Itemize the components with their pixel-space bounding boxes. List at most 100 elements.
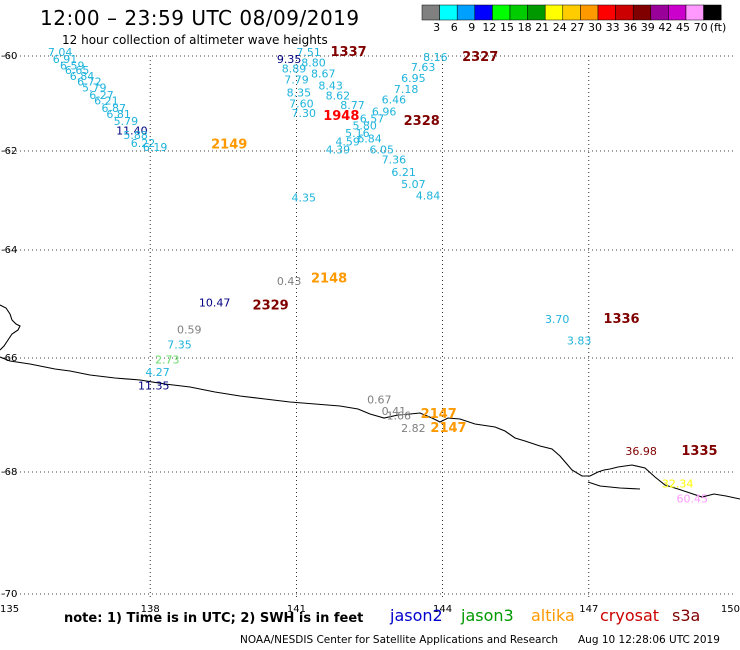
wave-height-value: 60.45 — [677, 493, 709, 506]
coastline — [0, 356, 740, 500]
colorbar-label: 6 — [451, 21, 458, 34]
legend-jason2: jason2 — [390, 606, 443, 625]
latitude-tick-label: -66 — [1, 353, 17, 364]
wave-height-value: 0.43 — [277, 275, 302, 288]
colorbar-swatch — [650, 4, 669, 21]
legend-jason3: jason3 — [461, 606, 514, 625]
wave-height-value: 8.43 — [318, 79, 343, 92]
latitude-tick-label: -70 — [1, 589, 17, 600]
colorbar-swatch — [544, 4, 564, 21]
wave-height-value: 6.87 — [101, 102, 126, 115]
wave-height-value: 6.84 — [357, 132, 382, 145]
latitude-tick-label: -60 — [1, 51, 17, 62]
wave-height-value: 8.35 — [287, 86, 312, 99]
wave-height-value: 6.91 — [53, 53, 78, 66]
longitude-tick-label: 147 — [579, 604, 598, 615]
wave-height-value: 6.19 — [143, 141, 168, 154]
colorbar-legend: 3 6 9 12 15 18 21 24 27 30 33 36 39 42 45 70 (ft) — [421, 4, 726, 34]
longitude-tick-label: 141 — [287, 604, 306, 615]
wave-height-value: 36.98 — [625, 445, 657, 458]
pass-time-label: 2147 — [430, 421, 466, 436]
pass-time-label: 2147 — [421, 407, 457, 422]
colorbar-label: 12 — [482, 21, 496, 34]
colorbar-label: 9 — [468, 21, 475, 34]
map-subtitle: 12 hour collection of altimeter wave hei… — [62, 33, 328, 47]
colorbar-swatch — [597, 4, 616, 21]
wave-height-value: 4.27 — [145, 366, 170, 379]
wave-height-value: 8.62 — [326, 90, 351, 103]
colorbar-swatch — [456, 4, 476, 21]
credit-line: NOAA/NESDIS Center for Satellite Applica… — [240, 634, 558, 646]
wave-height-value: 6.22 — [131, 137, 156, 150]
wave-height-value: 7.79 — [284, 74, 309, 87]
colorbar-swatch — [685, 4, 704, 21]
wave-height-value: 7.30 — [292, 107, 317, 120]
wave-height-value: 11.40 — [116, 124, 148, 137]
wave-height-value: 6.72 — [77, 75, 102, 88]
wave-height-value: 5.80 — [352, 120, 377, 133]
wave-height-value: 1.66 — [387, 410, 412, 423]
wave-height-value: 32.34 — [662, 477, 694, 490]
wave-height-value: 0.59 — [177, 324, 202, 337]
wave-height-observations: 7.046.916.596.656.846.725.796.276.216.87… — [48, 46, 708, 506]
legend-s3a: s3a — [672, 606, 701, 625]
wave-height-value: 6.95 — [401, 72, 426, 85]
wave-height-value: 7.60 — [289, 97, 314, 110]
wave-height-value: 4.35 — [292, 191, 317, 204]
colorbar-swatch — [632, 4, 652, 21]
colorbar-label: 42 — [658, 21, 672, 34]
colorbar-label: 3 — [433, 21, 440, 34]
colorbar-label: 39 — [641, 21, 655, 34]
wave-height-value: 5.79 — [82, 82, 107, 95]
colorbar-label: 33 — [606, 21, 620, 34]
colorbar-label: 27 — [570, 21, 584, 34]
map-grid — [4, 55, 735, 600]
footer-note: note: 1) Time is in UTC; 2) SWH is in fe… — [64, 611, 364, 626]
pass-time-label: 2327 — [462, 50, 498, 65]
wave-height-value: 6.65 — [65, 64, 90, 77]
wave-height-value: 7.35 — [167, 338, 192, 351]
wave-height-value: 7.63 — [411, 61, 436, 74]
colorbar-swatch — [562, 4, 581, 21]
colorbar-label: 30 — [588, 21, 602, 34]
colorbar-swatch — [474, 4, 493, 21]
legend-altika: altika — [531, 606, 575, 625]
pass-time-label: 2149 — [211, 138, 247, 153]
colorbar-swatch — [509, 4, 528, 21]
pass-time-label: 2329 — [253, 298, 289, 313]
wave-height-value: 2.82 — [401, 422, 426, 435]
colorbar-label: 36 — [623, 21, 637, 34]
wave-height-value: 7.51 — [296, 46, 321, 59]
wave-height-value: 5.16 — [345, 127, 370, 140]
latitude-tick-label: -64 — [1, 245, 17, 256]
wave-height-value: 10.47 — [199, 297, 231, 310]
wave-height-value: 6.59 — [60, 59, 85, 72]
wave-height-value: 3.70 — [545, 313, 570, 326]
pass-time-label: 1948 — [323, 109, 359, 124]
wave-height-value: 8.77 — [340, 99, 365, 112]
wave-height-value: 5.88 — [123, 129, 148, 142]
colorbar-swatch — [668, 4, 687, 21]
pass-time-labels: 1337 2327 1948 2328 2149 2148 2329 1336 21472147… — [211, 45, 717, 459]
colorbar-label: 24 — [553, 21, 567, 34]
generation-timestamp: Aug 10 12:28:06 UTC 2019 — [578, 634, 720, 646]
wave-height-value: 8.89 — [282, 63, 307, 76]
wave-height-value: 4.84 — [416, 190, 441, 203]
colorbar-swatch — [615, 4, 634, 21]
wave-height-value: 7.36 — [382, 153, 407, 166]
colorbar-swatch — [439, 4, 458, 21]
wave-height-value: 3.83 — [567, 335, 592, 348]
colorbar-label: 45 — [676, 21, 690, 34]
wave-height-value: 6.84 — [70, 70, 95, 83]
wave-height-value: 5.07 — [401, 178, 426, 191]
pass-time-label: 2328 — [404, 114, 440, 129]
wave-height-value: 8.67 — [311, 67, 336, 80]
axis-tick-labels: -60 -62 -64 -66 -68 -70 135 138 141 144 147 150 — [0, 51, 740, 615]
wave-height-value: 6.57 — [360, 113, 385, 126]
wave-height-value: 6.21 — [94, 94, 119, 107]
wave-height-value: 6.96 — [372, 105, 397, 118]
wave-height-value: 4.59 — [335, 135, 360, 148]
wave-height-value: 6.46 — [382, 94, 407, 107]
wave-height-value: 0.41 — [382, 405, 407, 418]
